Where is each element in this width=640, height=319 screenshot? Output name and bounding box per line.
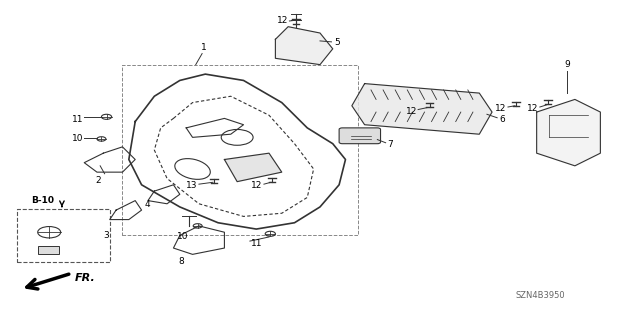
Text: 9: 9	[564, 60, 570, 69]
Text: 1: 1	[201, 43, 207, 52]
Bar	[38, 246, 60, 254]
Bar	[122, 65, 358, 235]
Polygon shape	[275, 27, 333, 65]
Text: 10: 10	[72, 134, 83, 144]
Text: B-10: B-10	[31, 197, 54, 205]
Text: 11: 11	[72, 115, 83, 124]
Text: 13: 13	[186, 181, 198, 190]
Text: 12: 12	[252, 181, 262, 190]
Text: 12: 12	[495, 104, 507, 113]
Text: 2: 2	[95, 176, 101, 185]
Text: SZN4B3950: SZN4B3950	[515, 291, 564, 300]
Text: 3: 3	[104, 231, 109, 240]
FancyBboxPatch shape	[339, 128, 381, 144]
Text: FR.: FR.	[75, 273, 95, 283]
Polygon shape	[537, 100, 600, 166]
Text: 4: 4	[144, 200, 150, 209]
Text: 12: 12	[406, 107, 417, 116]
Text: 6: 6	[500, 115, 506, 123]
Text: 5: 5	[334, 38, 340, 47]
Bar	[17, 209, 109, 262]
Polygon shape	[352, 84, 492, 134]
Text: 7: 7	[388, 140, 394, 149]
Polygon shape	[225, 153, 282, 182]
Text: 10: 10	[177, 232, 189, 241]
Text: 12: 12	[527, 104, 539, 113]
Text: 12: 12	[276, 17, 288, 26]
Text: 8: 8	[178, 257, 184, 266]
Text: 11: 11	[251, 239, 262, 248]
